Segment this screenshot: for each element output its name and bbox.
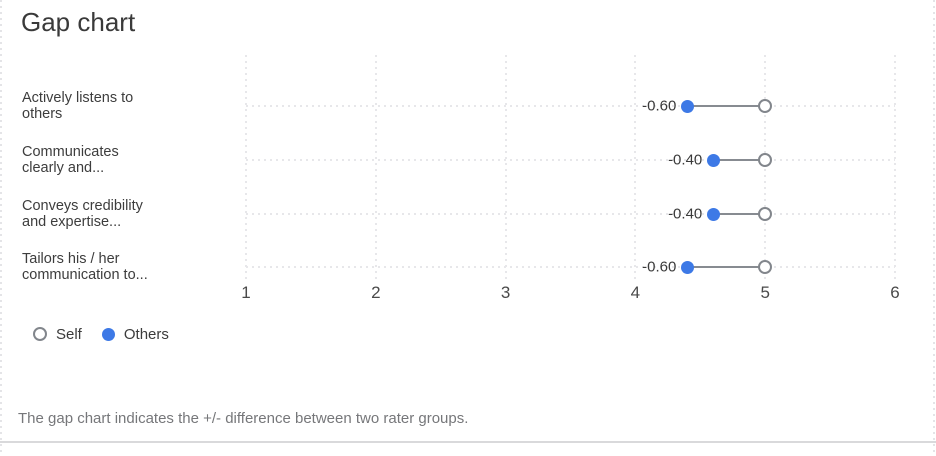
others-marker-icon[interactable] (101, 327, 115, 341)
x-gridline (504, 55, 507, 281)
row-gridline (246, 105, 895, 107)
gap-value-label: -0.60 (642, 97, 677, 115)
self-marker-icon[interactable] (33, 327, 47, 341)
card-bottom-divider (0, 441, 936, 443)
card-right-border (933, 0, 935, 456)
card-left-border (0, 0, 2, 456)
row-gridline (246, 159, 895, 161)
legend-label-others[interactable]: Others (123, 325, 169, 343)
gap-connector-line (713, 159, 766, 161)
x-gridline (245, 55, 247, 281)
gap-connector-line (687, 266, 766, 268)
gap-value-label: -0.60 (642, 258, 677, 276)
row-gridline (246, 213, 895, 215)
x-axis-tick-label: 1 (241, 283, 251, 302)
self-point[interactable] (758, 153, 773, 167)
self-point[interactable] (758, 207, 773, 221)
others-point[interactable] (706, 153, 720, 167)
category-label: Tailors his / her communication to... (22, 251, 148, 283)
others-point[interactable] (706, 207, 720, 221)
gap-connector-line (713, 213, 766, 215)
category-label: Conveys credibility and expertise... (22, 198, 143, 230)
chart-title: Gap chart (21, 7, 136, 37)
others-point[interactable] (680, 99, 694, 113)
gap-connector-line (687, 105, 766, 107)
x-gridline (634, 55, 637, 281)
x-gridline (374, 55, 377, 281)
category-label: Communicates clearly and... (22, 144, 119, 176)
x-gridline (764, 55, 767, 281)
chart-caption: The gap chart indicates the +/- differen… (18, 410, 469, 427)
x-axis-tick-label: 4 (630, 283, 641, 302)
self-point[interactable] (758, 99, 773, 113)
self-point[interactable] (758, 260, 773, 274)
x-axis-tick-label: 6 (890, 283, 900, 302)
x-gridline (894, 55, 896, 281)
category-label: Actively listens to others (22, 90, 134, 122)
row-gridline (246, 266, 895, 268)
x-axis-tick-label: 2 (371, 283, 381, 302)
legend-label-self[interactable]: Self (56, 325, 82, 343)
x-axis-tick-label: 5 (760, 283, 770, 302)
x-axis-tick-label: 3 (500, 283, 511, 302)
others-point[interactable] (680, 260, 694, 274)
chart-legend: Self Others (33, 325, 169, 343)
gap-value-label: -0.40 (668, 151, 703, 169)
gap-value-label: -0.40 (668, 205, 703, 223)
